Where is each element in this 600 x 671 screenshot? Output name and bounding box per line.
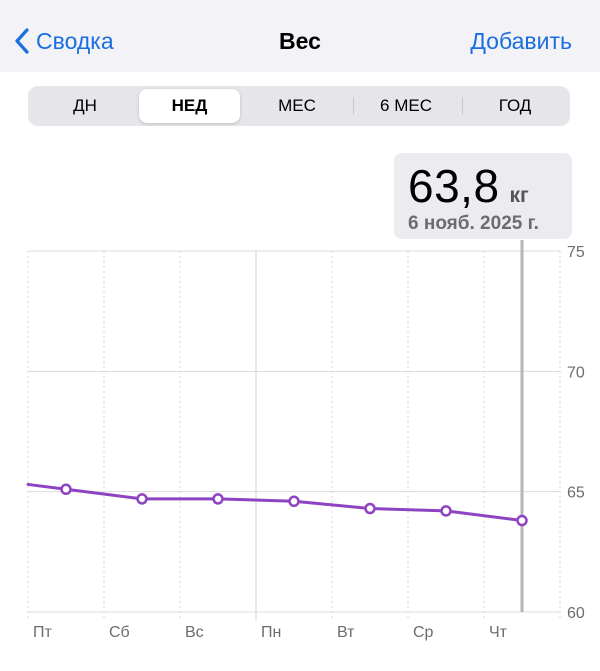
x-tick-label: Вт <box>337 624 355 641</box>
segment-6-months[interactable]: 6 МЕС <box>380 96 432 115</box>
data-point <box>60 483 72 496</box>
segment-month[interactable]: МЕС <box>278 96 316 115</box>
segment-divider <box>353 97 354 115</box>
segment-week[interactable]: НЕД <box>139 89 240 123</box>
x-tick-label: Пн <box>261 624 281 641</box>
callout-value-row: 63,8 кг <box>408 159 529 213</box>
data-point <box>440 505 452 517</box>
chevron-left-icon <box>15 28 29 54</box>
page-title: Вес <box>279 28 321 54</box>
y-tick-label: 70 <box>567 364 585 381</box>
callout-date: 6 нояб. 2025 г. <box>408 213 539 234</box>
y-tick-label: 75 <box>567 244 585 261</box>
selected-value-callout: 63,8 кг 6 нояб. 2025 г. <box>394 153 572 239</box>
weight-value: 63,8 <box>408 160 500 212</box>
data-point <box>212 493 224 505</box>
data-point <box>516 514 528 527</box>
segment-day[interactable]: ДН <box>73 96 97 115</box>
data-point <box>288 495 300 508</box>
x-tick-label: Чт <box>489 624 508 641</box>
add-button[interactable]: Добавить <box>470 28 572 54</box>
back-label: Сводка <box>36 27 114 54</box>
y-tick-label: 60 <box>567 605 585 622</box>
weight-unit: кг <box>509 184 529 207</box>
y-tick-label: 65 <box>567 485 585 502</box>
weight-chart[interactable]: 60 65 70 75 Пт Сб Вс Пн Вт Ср Чт <box>0 236 600 656</box>
back-button[interactable]: Сводка <box>14 24 114 58</box>
navigation-bar: Сводка Вес Добавить <box>0 0 600 72</box>
period-segmented-control: ДН НЕД МЕС 6 МЕС ГОД <box>28 86 570 126</box>
x-tick-label: Сб <box>109 624 130 641</box>
x-tick-label: Ср <box>413 624 434 641</box>
x-tick-label: Пт <box>33 624 53 641</box>
x-tick-label: Вс <box>185 624 204 641</box>
data-point <box>364 502 376 515</box>
weight-line <box>26 482 524 523</box>
segment-year[interactable]: ГОД <box>498 96 532 115</box>
data-point <box>136 493 148 505</box>
segment-divider <box>462 97 463 115</box>
